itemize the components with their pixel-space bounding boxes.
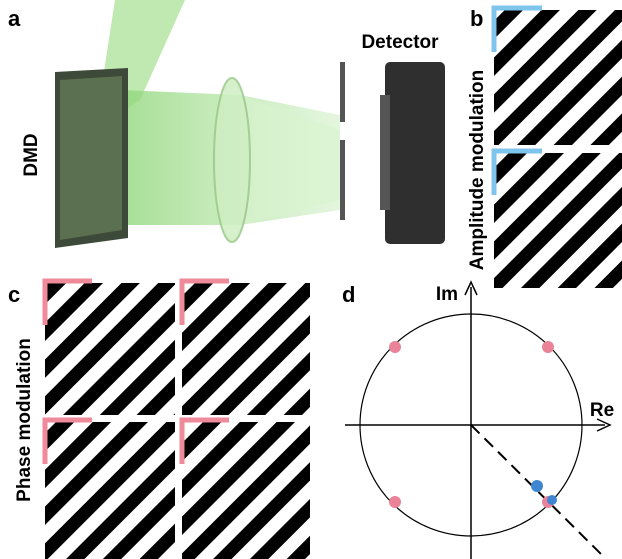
panel-label: a xyxy=(8,6,21,31)
figure: a Detector DMD b Amplitude modulation c … xyxy=(0,0,622,559)
panel-label: d xyxy=(342,282,355,307)
re-label: Re xyxy=(590,400,614,421)
panel-a: a Detector DMD xyxy=(8,0,445,248)
slit-bottom xyxy=(340,140,345,220)
dmd-mirrors xyxy=(60,76,122,240)
phase-pattern xyxy=(45,422,175,559)
panel-b: b Amplitude modulation xyxy=(467,6,622,288)
panel-label: c xyxy=(8,282,20,307)
phase-point xyxy=(389,341,401,353)
phase-label: Phase modulation xyxy=(14,338,35,502)
amplitude-point xyxy=(531,480,543,492)
phase-point xyxy=(389,496,401,508)
detector-label: Detector xyxy=(361,32,439,53)
detector xyxy=(385,62,445,244)
panel-d: d Im Re xyxy=(342,282,614,559)
phase-pattern xyxy=(182,422,310,559)
dmd-label: DMD xyxy=(21,133,42,176)
phase-point xyxy=(542,341,554,353)
panel-label: b xyxy=(470,6,483,31)
amplitude-pattern xyxy=(494,10,622,145)
amplitude-pattern xyxy=(494,153,622,288)
lens xyxy=(214,78,250,242)
panel-c: c Phase modulation xyxy=(8,281,310,559)
detector-face xyxy=(380,95,390,210)
slit-top xyxy=(340,62,345,122)
phase-pattern xyxy=(182,283,310,415)
amplitude-point xyxy=(547,495,557,505)
im-label: Im xyxy=(436,284,458,305)
amplitude-label: Amplitude modulation xyxy=(467,70,488,271)
phase-pattern xyxy=(45,283,175,415)
